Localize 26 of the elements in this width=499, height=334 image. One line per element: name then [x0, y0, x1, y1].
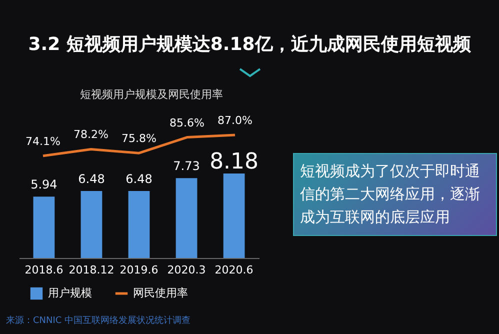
- x-tick-label: 2020.3: [167, 264, 206, 276]
- data-label: 78.2%: [74, 128, 108, 142]
- data-label: 8.18: [210, 149, 259, 174]
- source-note: 来源：CNNIC 中国互联网络发展状况统计调查: [6, 314, 191, 327]
- bar: [223, 173, 245, 258]
- data-label: 74.1%: [26, 134, 60, 148]
- chart-subtitle: 短视频用户规模及网民使用率: [80, 87, 223, 102]
- bar: [128, 191, 150, 258]
- x-tick-label: 2020.6: [214, 264, 254, 276]
- bar: [80, 191, 102, 258]
- data-label: 6.48: [78, 172, 105, 186]
- data-label: 6.48: [126, 172, 152, 186]
- data-label: 75.8%: [122, 132, 156, 146]
- data-label: 85.6%: [170, 116, 204, 130]
- data-label: 5.94: [30, 178, 58, 192]
- data-label: 7.73: [173, 159, 200, 174]
- bar: [176, 178, 198, 258]
- x-tick-label: 2019.6: [120, 264, 158, 276]
- bar: [33, 196, 55, 258]
- x-tick-label: 2018.6: [24, 264, 64, 276]
- data-label: 87.0%: [218, 114, 252, 127]
- x-tick-label: 2018.12: [68, 264, 114, 276]
- legend-label: 用户规模: [48, 286, 92, 300]
- chart-title: 3.2 短视频用户规模达8.18亿，近九成网民使用短视频: [27, 33, 472, 56]
- text: 短视频成为了仅次于即时通信的第二大网络应用，逐渐成为互联网的底层应用: [293, 153, 497, 236]
- legend-label: 网民使用率: [133, 286, 188, 300]
